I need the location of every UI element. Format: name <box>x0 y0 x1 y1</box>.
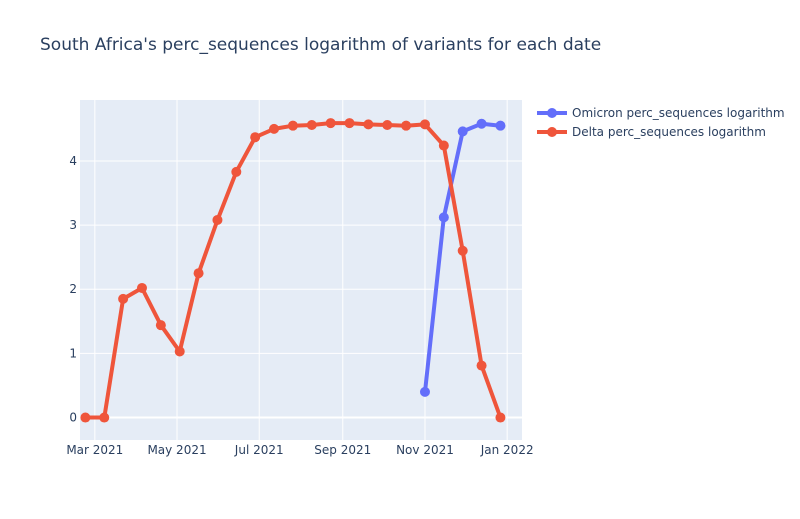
series-omicron <box>419 118 506 397</box>
data-point-delta <box>174 346 185 357</box>
data-point-omicron <box>419 386 430 397</box>
x-tick-label: Nov 2021 <box>396 443 454 457</box>
data-point-delta <box>250 132 261 143</box>
data-point-delta <box>438 140 449 151</box>
data-point-delta <box>419 119 430 130</box>
data-point-delta <box>401 120 412 131</box>
series-delta <box>80 118 506 423</box>
y-tick-label: 2 <box>69 282 77 296</box>
legend-label: Delta perc_sequences logarithm <box>572 125 766 139</box>
chart-title: South Africa's perc_sequences logarithm … <box>40 35 601 55</box>
legend-label: Omicron perc_sequences logarithm <box>572 106 785 120</box>
x-tick-labels: Mar 2021 May 2021 Jul 2021 Sep 2021 Nov 2021… <box>66 443 533 457</box>
data-point-omicron <box>495 120 506 131</box>
y-tick-label: 4 <box>69 154 77 168</box>
data-point-delta <box>155 320 166 331</box>
data-point-omicron <box>476 118 487 129</box>
data-point-delta <box>457 245 468 256</box>
data-point-delta <box>118 293 129 304</box>
y-tick-label: 1 <box>69 346 77 360</box>
x-tick-label: Jul 2021 <box>234 443 284 457</box>
legend-swatch-marker <box>547 127 557 137</box>
y-tick-labels: 0 1 2 3 4 <box>69 154 77 425</box>
x-tick-label: Mar 2021 <box>66 443 123 457</box>
y-tick-label: 3 <box>69 218 77 232</box>
legend-swatch-marker <box>547 108 557 118</box>
x-gridlines <box>94 100 508 440</box>
data-point-delta <box>269 123 280 134</box>
data-point-delta <box>287 120 298 131</box>
data-point-delta <box>231 166 242 177</box>
plot-area <box>80 100 522 440</box>
data-point-omicron <box>457 126 468 137</box>
data-point-delta <box>495 412 506 423</box>
data-point-delta <box>325 118 336 129</box>
data-point-delta <box>344 118 355 129</box>
data-point-delta <box>80 412 91 423</box>
legend-item-omicron[interactable]: Omicron perc_sequences logarithm <box>537 106 785 120</box>
data-point-delta <box>99 412 110 423</box>
y-tick-label: 0 <box>69 411 77 425</box>
data-point-delta <box>363 119 374 130</box>
data-point-delta <box>136 282 147 293</box>
x-tick-label: Sep 2021 <box>314 443 371 457</box>
x-tick-label: Jan 2022 <box>480 443 534 457</box>
x-tick-label: May 2021 <box>147 443 206 457</box>
legend-item-delta[interactable]: Delta perc_sequences logarithm <box>537 125 766 139</box>
data-point-delta <box>193 268 204 279</box>
data-point-delta <box>476 360 487 371</box>
data-point-delta <box>306 120 317 131</box>
legend[interactable]: Omicron perc_sequences logarithm Delta pe… <box>537 106 785 139</box>
data-point-omicron <box>438 212 449 223</box>
data-point-delta <box>382 120 393 131</box>
data-point-delta <box>212 214 223 225</box>
series-layer <box>80 118 506 423</box>
